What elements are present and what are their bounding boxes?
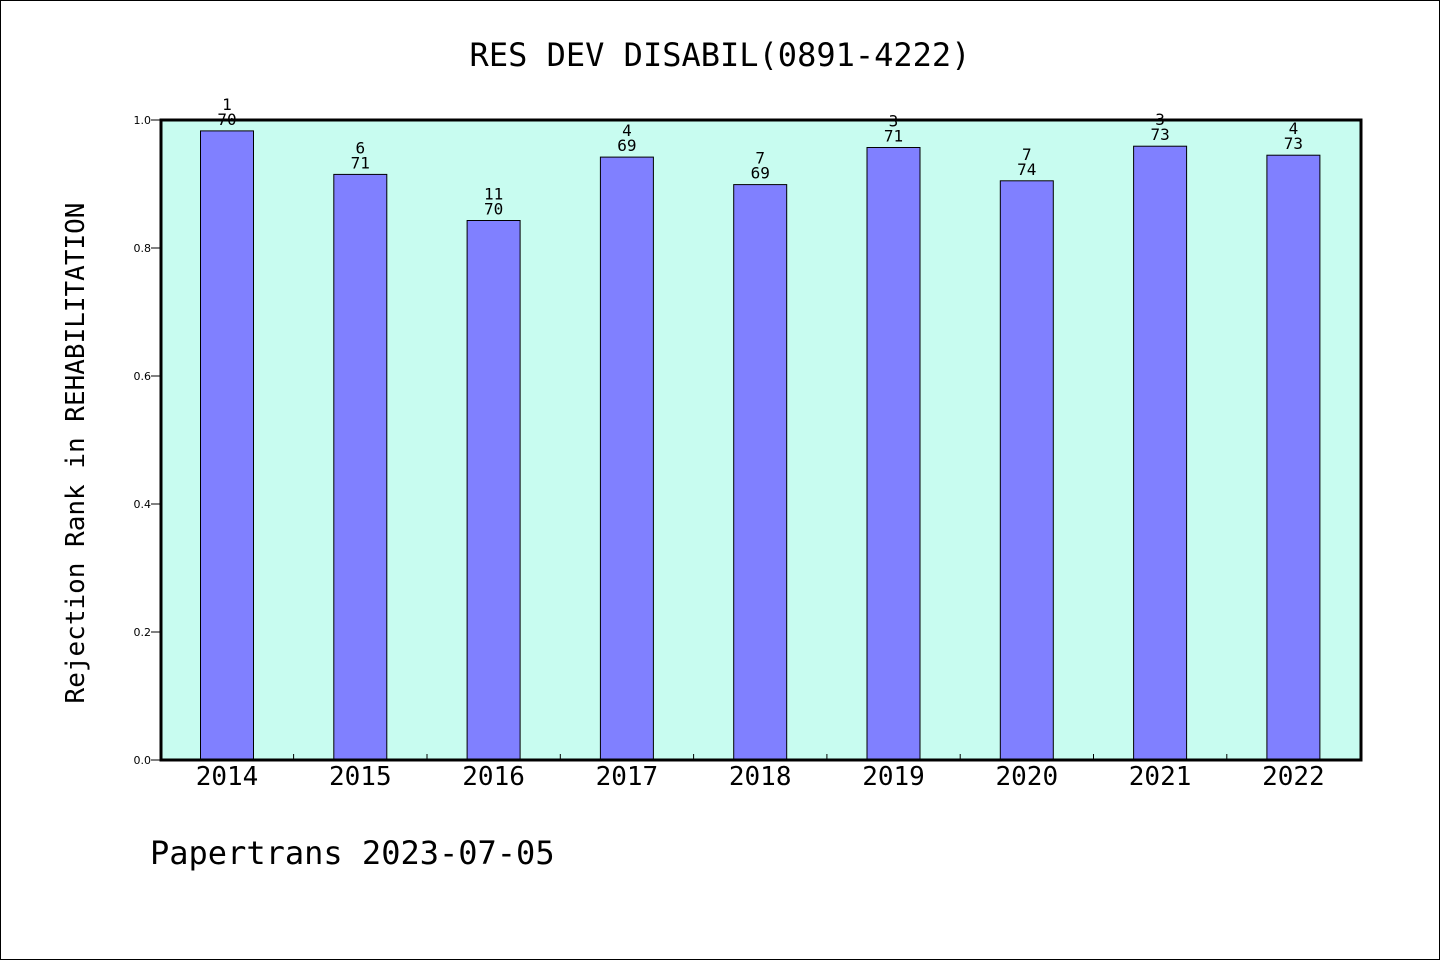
y-axis-label: Rejection Rank in REHABILITATION — [61, 203, 91, 704]
x-tick-label-2016: 2016 — [462, 762, 525, 792]
total-label-2017: 69 — [617, 136, 636, 155]
footer-text: Papertrans 2023-07-05 — [150, 834, 555, 872]
rank-label-2017: 4 — [622, 121, 632, 140]
x-tick-label-2019: 2019 — [862, 762, 925, 792]
x-tick-label-2015: 2015 — [329, 762, 392, 792]
bar-2015 — [333, 173, 388, 761]
x-tick-label-2020: 2020 — [995, 762, 1058, 792]
y-tick-label: 0.2 — [134, 626, 152, 639]
chart-title: RES DEV DISABIL(0891-4222) — [470, 36, 971, 74]
y-tick-label: 0.8 — [134, 242, 152, 255]
bar-2018 — [733, 184, 788, 761]
bar-2020 — [999, 180, 1054, 761]
total-label-2018: 69 — [751, 164, 770, 183]
x-tick-label-2021: 2021 — [1129, 762, 1192, 792]
y-tick-label: 0.6 — [134, 370, 152, 383]
total-label-2021: 73 — [1150, 125, 1169, 144]
bar-2019 — [866, 147, 921, 761]
total-label-2020: 74 — [1017, 160, 1036, 179]
rank-label-2018: 7 — [755, 149, 765, 168]
total-label-2015: 71 — [351, 153, 370, 172]
x-tick-label-2017: 2017 — [596, 762, 659, 792]
total-label-2016: 70 — [484, 200, 503, 219]
plot-border — [159, 118, 1363, 762]
y-tick-label: 1.0 — [134, 114, 152, 127]
y-tick-label: 0.0 — [134, 754, 152, 767]
total-label-2022: 73 — [1284, 134, 1303, 153]
bar-2014 — [200, 130, 254, 761]
rank-label-2020: 7 — [1022, 145, 1032, 164]
y-tick-label: 0.4 — [134, 498, 152, 511]
x-tick-label-2018: 2018 — [729, 762, 792, 792]
rank-label-2016: 11 — [484, 185, 503, 204]
rank-label-2014: 1 — [222, 95, 232, 114]
x-tick-label-2022: 2022 — [1262, 762, 1325, 792]
bar-2022 — [1266, 154, 1321, 761]
x-tick-label-2014: 2014 — [196, 762, 259, 792]
bar-2021 — [1133, 145, 1188, 761]
total-label-2019: 71 — [884, 127, 903, 146]
bar-2017 — [599, 156, 654, 761]
bar-2016 — [466, 220, 521, 761]
rank-label-2015: 6 — [355, 138, 365, 157]
rank-label-2022: 4 — [1289, 119, 1299, 138]
